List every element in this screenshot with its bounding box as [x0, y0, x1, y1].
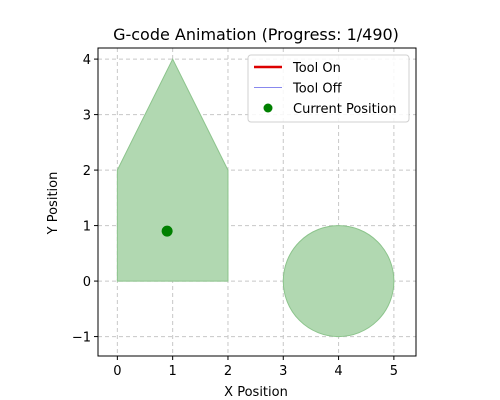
- legend: Tool On Tool Off Current Position: [247, 54, 410, 123]
- house-polygon: [116, 57, 229, 282]
- y-tick-label: 2: [83, 164, 91, 179]
- y-tick-label: 0: [83, 275, 91, 290]
- y-tick-label: −1: [72, 331, 91, 346]
- plotted-shapes: [116, 57, 395, 338]
- x-tick-label: 0: [113, 364, 121, 379]
- y-tick-label: 3: [83, 109, 91, 124]
- current-position-marker: [161, 225, 173, 237]
- axis-ticks: 0 1 2 3 4 5 −1 0 1 2 3 4: [72, 53, 398, 379]
- legend-swatch-marker: [263, 103, 273, 113]
- axes-frame: [97, 47, 417, 357]
- x-tick-label: 4: [334, 364, 342, 379]
- chart-title: G-code Animation (Progress: 1/490): [113, 25, 399, 44]
- y-tick-label: 1: [83, 220, 91, 235]
- legend-label: Tool On: [292, 61, 341, 76]
- x-tick-label: 1: [169, 364, 177, 379]
- x-tick-label: 3: [279, 364, 287, 379]
- x-axis-label: X Position: [224, 385, 288, 400]
- x-tick-label: 5: [390, 364, 398, 379]
- legend-label: Tool Off: [292, 82, 343, 97]
- y-tick-label: 4: [83, 53, 91, 68]
- x-tick-label: 2: [224, 364, 232, 379]
- legend-label: Current Position: [293, 102, 397, 117]
- legend-box: [247, 54, 410, 123]
- current-position-layer: [161, 225, 173, 237]
- y-axis-label: Y Position: [46, 172, 61, 236]
- circle-shape: [282, 225, 395, 338]
